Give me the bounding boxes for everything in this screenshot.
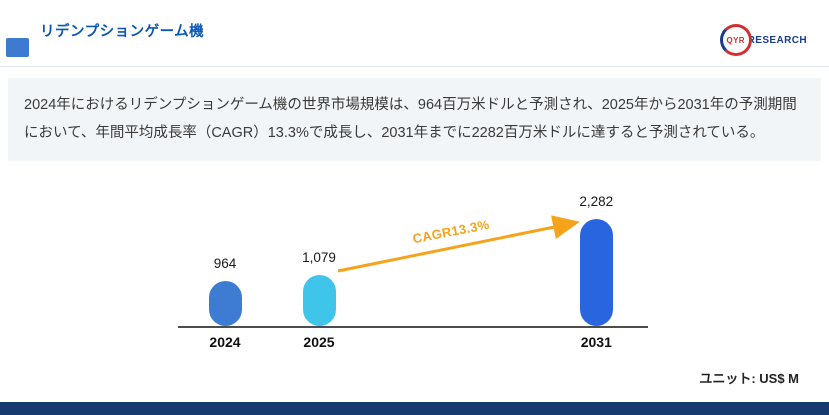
description-panel: 2024年におけるリデンプションゲーム機の世界市場規模は、964百万米ドルと予測… [8, 78, 821, 161]
bar-value-2031: 2,282 [579, 194, 614, 209]
bar-value-2025: 1,079 [302, 250, 336, 265]
market-summary-text: 2024年におけるリデンプションゲーム機の世界市場規模は、964百万米ドルと予測… [24, 97, 797, 142]
qyresearch-logo: QYR RESEARCH [719, 24, 807, 56]
axis-label-2024: 2024 [209, 334, 241, 350]
unit-label: ユニット: US$ M [699, 371, 799, 386]
logo-mark-text: QYR [726, 35, 745, 45]
logo-name-text: RESEARCH [747, 34, 807, 46]
bar-2024 [208, 281, 242, 326]
bar-value-2024: 964 [213, 256, 237, 271]
bar-2031 [579, 219, 613, 326]
axis-label-2031: 2031 [580, 334, 612, 350]
x-axis-line [178, 326, 648, 328]
axis-label-2025: 2025 [303, 334, 335, 350]
cagr-annotation: CAGR13.3% [411, 216, 491, 247]
page-title: リデンプションゲーム機 [40, 24, 205, 40]
logo-globe-icon: QYR [719, 24, 752, 56]
footer-bar [0, 402, 829, 415]
bar-2025 [302, 275, 336, 326]
header-divider [0, 66, 829, 67]
header-accent-square [6, 38, 29, 57]
